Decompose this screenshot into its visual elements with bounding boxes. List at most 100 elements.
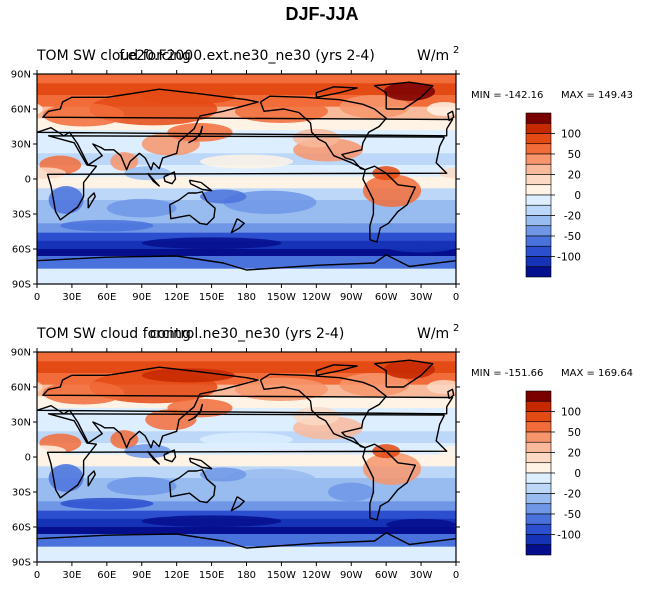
coastline xyxy=(230,218,245,234)
field-anomaly xyxy=(468,464,503,492)
field-anomaly xyxy=(60,219,154,232)
lat-label: 90N xyxy=(11,70,31,81)
lat-label: 30N xyxy=(11,140,31,151)
colorbar-label: 0 xyxy=(574,190,581,202)
field-band xyxy=(37,361,456,374)
field-anomaly xyxy=(37,445,67,457)
colorbar-label: -50 xyxy=(564,509,581,521)
coastline xyxy=(37,532,456,549)
lat-label: 30S xyxy=(12,210,31,221)
panel-units-superscript: 2 xyxy=(453,323,459,334)
field-anomaly xyxy=(110,430,139,449)
field-anomaly xyxy=(37,103,43,115)
lon-label: 60E xyxy=(97,292,116,303)
colorbar-swatch xyxy=(525,122,552,134)
lon-label: 90W xyxy=(340,292,363,303)
field-anomaly xyxy=(619,190,645,204)
colorbar-swatch xyxy=(525,235,552,247)
lon-label: 150W xyxy=(267,292,296,303)
colorbar-swatch xyxy=(525,143,552,155)
lat-label: 60S xyxy=(12,523,31,534)
colorbar-swatch xyxy=(525,163,552,175)
colorbar-swatch xyxy=(525,225,552,237)
coastline xyxy=(362,443,416,521)
lon-label: 150E xyxy=(199,570,224,581)
field-anomaly xyxy=(141,368,235,383)
lat-label: 90S xyxy=(12,558,31,569)
coastline xyxy=(147,450,160,465)
coastline xyxy=(147,172,160,187)
lat-label: 0 xyxy=(25,175,31,186)
lon-label: 0 xyxy=(453,292,459,303)
panel-center-title: control.ne30_ne30 (yrs 2-4) xyxy=(150,326,345,342)
coastline xyxy=(315,86,358,98)
colorbar-swatch xyxy=(525,513,552,525)
field-anomaly xyxy=(141,90,235,105)
colorbar-swatch xyxy=(525,523,552,535)
colorbar-swatch xyxy=(525,215,552,227)
lon-label: 30E xyxy=(62,292,81,303)
colorbar-label: 50 xyxy=(568,427,581,439)
field-anomaly xyxy=(339,95,410,119)
coastline xyxy=(259,373,387,449)
lat-label: 30S xyxy=(12,488,31,499)
coastline xyxy=(188,457,213,470)
field-anomaly xyxy=(199,432,294,447)
colorbar-swatch xyxy=(525,503,552,515)
colorbar-swatch xyxy=(525,112,552,124)
field-anomaly xyxy=(0,452,2,485)
lat-label: 0 xyxy=(25,453,31,464)
min-label: MIN = -151.66 xyxy=(471,368,543,379)
coastline xyxy=(447,110,455,122)
colorbar-swatch xyxy=(525,482,552,494)
field-anomaly xyxy=(339,373,410,397)
field-anomaly xyxy=(199,154,294,169)
field-band xyxy=(37,249,456,257)
lon-label: 150E xyxy=(199,292,224,303)
colorbar-swatch xyxy=(525,400,552,412)
coastline xyxy=(373,81,434,110)
field-anomaly xyxy=(293,128,340,148)
colorbar-swatch xyxy=(525,256,552,268)
panel-units-superscript: 2 xyxy=(453,45,459,56)
field-anomaly xyxy=(42,381,125,405)
field-anomaly xyxy=(141,515,282,528)
coastline xyxy=(188,179,213,192)
lat-label: 60N xyxy=(11,383,31,394)
panel-units: W/m xyxy=(417,326,449,342)
field-anomaly xyxy=(141,237,282,250)
field-anomaly xyxy=(60,497,154,510)
field-anomaly xyxy=(37,381,43,393)
field-anomaly xyxy=(110,152,139,171)
max-label: MAX = 169.64 xyxy=(561,368,633,379)
field-anomaly xyxy=(458,156,500,175)
field-band xyxy=(37,527,456,535)
coastline xyxy=(37,88,454,171)
coastline xyxy=(373,359,434,388)
lat-label: 30N xyxy=(11,418,31,429)
figure-title: DJF-JJA xyxy=(285,4,358,24)
field-anomaly xyxy=(362,174,422,208)
coastline xyxy=(187,125,203,144)
panel-center-title: f.e20.F2000.ext.ne30_ne30 (yrs 2-4) xyxy=(119,48,375,64)
min-label: MIN = -142.16 xyxy=(471,90,543,101)
field-band xyxy=(37,256,456,269)
lon-label: 90E xyxy=(132,292,151,303)
lon-label: 90E xyxy=(132,570,151,581)
field-anomaly xyxy=(327,482,375,502)
coastline xyxy=(187,403,203,422)
colorbar-swatch xyxy=(525,194,552,206)
lon-label: 120W xyxy=(302,292,331,303)
field-anomaly xyxy=(0,82,16,101)
colorbar-label: 50 xyxy=(568,149,581,161)
field-anomaly xyxy=(386,240,456,253)
colorbar-label: 20 xyxy=(568,448,581,460)
coastline xyxy=(87,470,96,487)
colorbar-label: -20 xyxy=(564,489,581,501)
lat-label: 60S xyxy=(12,245,31,256)
colorbar: 100 50 20 0 -20 -50 -100 xyxy=(525,390,581,556)
panel-left-title: TOM SW cloud forcing xyxy=(36,326,191,342)
lon-label: 0 xyxy=(453,570,459,581)
